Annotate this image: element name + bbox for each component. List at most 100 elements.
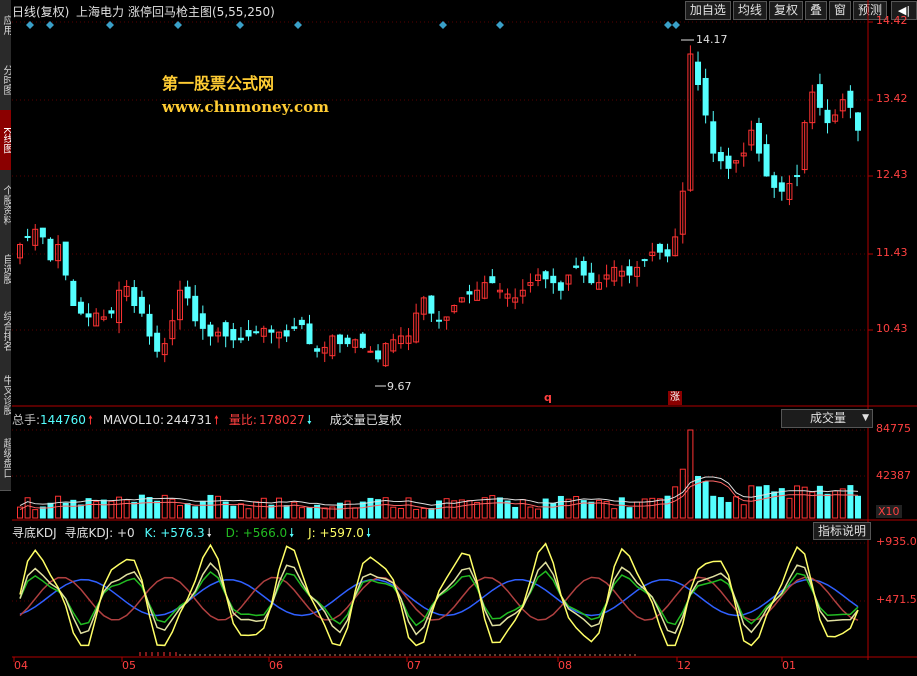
left-tab-7[interactable]: 超级盘口 (0, 426, 11, 491)
volume-bar (649, 497, 656, 519)
candle-body (77, 301, 84, 314)
toolbar-button-1[interactable]: 均线 (732, 1, 767, 20)
indicator-help-button[interactable]: 指标说明 (813, 522, 872, 540)
volume-bar (138, 494, 145, 519)
toolbar-button-4[interactable]: 窗 (828, 1, 851, 20)
volume-bar (344, 500, 351, 519)
candle-body (855, 112, 861, 131)
candle-body (169, 320, 176, 340)
volume-bar (161, 494, 168, 519)
volume-bar (626, 507, 633, 519)
chart-header: 日线(复权) 上海电力 涨停回马枪主图(5,55,250) 加自选 均线 复权叠窗预… (12, 0, 917, 20)
volume-bar (237, 503, 244, 519)
price-tick: 11.43 (876, 246, 908, 259)
kdj-k-line (19, 561, 859, 636)
candle-body (458, 297, 465, 303)
volume-bar (169, 498, 176, 519)
volume-bar (801, 486, 808, 519)
collapse-arrow-icon[interactable]: ◀| (891, 1, 917, 20)
indicator-selector[interactable]: 成交量 ▼ (781, 409, 873, 428)
down-arrow-icon: 🠗 (365, 526, 372, 540)
period-label[interactable]: 日线(复权) (12, 5, 70, 19)
candle-body (512, 297, 519, 303)
toolbar-button-5[interactable]: 预测 (852, 1, 887, 20)
volume-bar (725, 501, 732, 519)
price-tick: 14.42 (876, 14, 908, 27)
toolbar-button-3[interactable]: 叠 (804, 1, 827, 20)
candle-body (47, 238, 54, 261)
candle-body (542, 271, 549, 280)
candle-body (24, 236, 31, 239)
volume-bar (276, 497, 283, 519)
candle-body (496, 289, 503, 293)
candle-body (336, 334, 343, 345)
volume-bar (123, 499, 130, 519)
candle-body (466, 291, 473, 295)
candle-body (390, 339, 397, 352)
candle-body (184, 286, 191, 299)
candle-body (702, 77, 709, 116)
indicator-selector-label: 成交量 (810, 411, 847, 425)
volume-bar (794, 485, 801, 519)
candle-body (260, 327, 267, 337)
volume-note: 成交量已复权 (329, 413, 402, 427)
candle-body (359, 333, 366, 348)
volume-bar (618, 497, 625, 519)
volume-bar (512, 506, 519, 519)
volume-bar (17, 506, 23, 519)
volume-ratio-value: 178027 (258, 413, 305, 427)
toolbar-button-0[interactable]: 加自选 (684, 1, 731, 20)
candle-body (230, 329, 237, 341)
candle-body (740, 152, 747, 157)
mavol-value: 244731 (166, 413, 212, 427)
candle-body (93, 312, 100, 327)
volume-bar (39, 506, 46, 519)
volume-bar (634, 501, 641, 519)
volume-bar (816, 485, 823, 519)
volume-bar (321, 507, 328, 519)
price-tick: 12.43 (876, 168, 908, 181)
high-price-label: 14.17 (696, 33, 728, 46)
low-price-label: 9.67 (387, 380, 412, 393)
left-tab-bar: 应用 分时图 K线图 个股资料 自选股 综合排名 牛叉诊股 超级盘口 (0, 0, 11, 491)
candle-body (695, 61, 702, 85)
candle-body (641, 259, 648, 262)
volume-bar (329, 506, 336, 519)
up-arrow-icon: 🠕 (87, 413, 94, 427)
candle-body (17, 244, 23, 259)
candle-body (580, 260, 587, 276)
volume-bar (24, 497, 31, 519)
candle-body (672, 236, 679, 257)
candle-body (55, 244, 62, 262)
candle-body (535, 274, 542, 282)
volume-bar (466, 500, 473, 519)
month-label: 04 (14, 659, 28, 672)
candle-body (306, 323, 313, 345)
candle-body (32, 228, 39, 246)
candle-body (603, 274, 610, 280)
volume-bar (542, 498, 549, 519)
signal-diamond-icon (26, 21, 34, 29)
volume-bar (557, 495, 564, 519)
volume-bar (230, 505, 237, 519)
candle-body (85, 313, 92, 318)
volume-tick: 84775 (876, 422, 911, 435)
month-label: 01 (782, 659, 796, 672)
candle-body (733, 160, 740, 164)
volume-bar (595, 499, 602, 519)
volume-bar (565, 498, 572, 519)
month-label: 05 (122, 659, 136, 672)
volume-bar (428, 508, 435, 519)
signal-diamond-icon (672, 21, 680, 29)
volume-bar (192, 506, 199, 519)
candle-body (192, 295, 199, 322)
signal-diamond-icon (664, 21, 672, 29)
volume-bar (748, 485, 755, 519)
candle-body (809, 91, 816, 124)
candle-body (70, 280, 77, 307)
candle-body (481, 282, 488, 299)
toolbar-button-2[interactable]: 复权 (768, 1, 803, 20)
candle-body (154, 332, 161, 352)
candle-body (329, 335, 336, 357)
candle-body (62, 241, 69, 276)
